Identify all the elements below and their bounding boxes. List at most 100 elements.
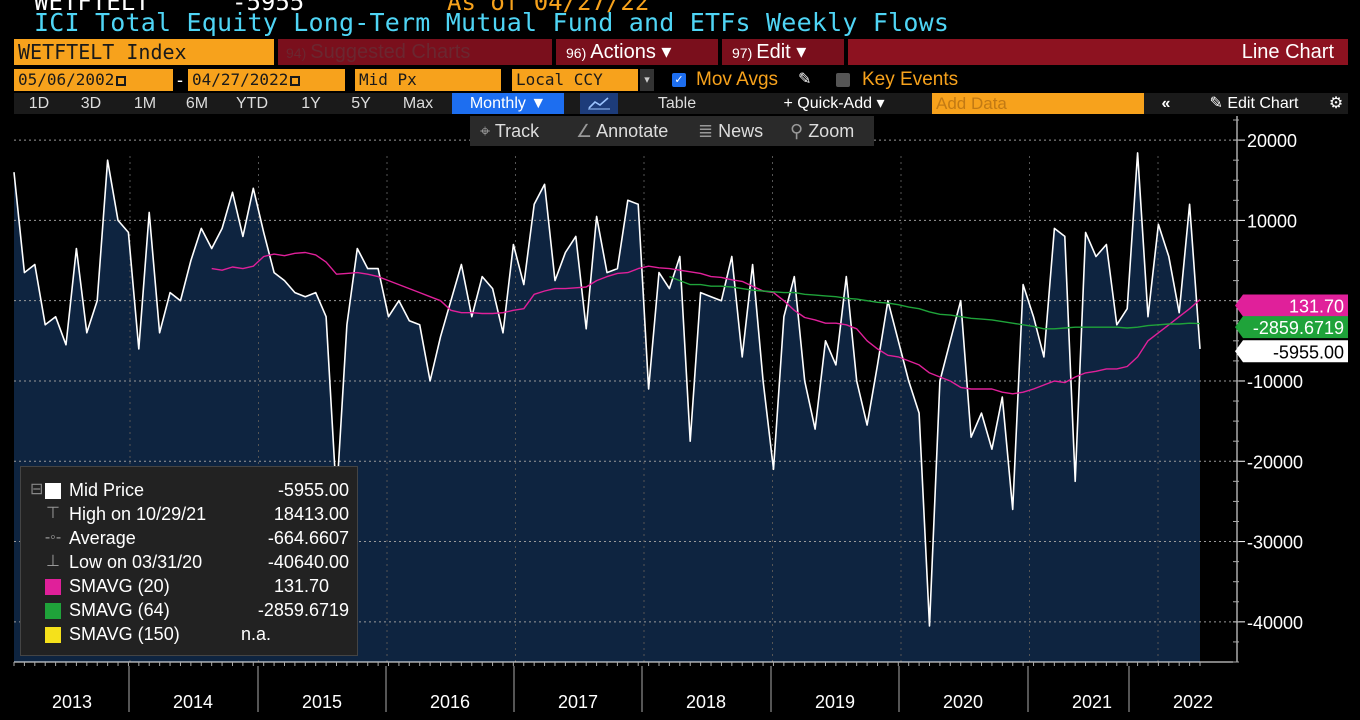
period-5y[interactable]: 5Y [351,95,371,112]
crosshair-icon: ⌖ [480,121,495,141]
legend-row-sma64[interactable]: SMAVG (64) -2859.6719 [21,599,359,623]
news-label: News [718,121,764,141]
suggested-number: 94) [286,45,307,61]
zoom-button[interactable]: ⚲ Zoom [790,116,854,146]
y-tick-label: 20000 [1247,131,1297,151]
annotate-icon: ∠ [576,121,597,141]
legend-name: Average [69,528,136,548]
legend-name: SMAVG (20) [69,576,170,596]
low-marker-icon: ⊥ [46,553,60,570]
news-icon: ≣ [698,121,719,141]
last-value: -5955 [232,0,305,16]
end-date-field[interactable]: 04/27/2022 [188,69,345,91]
x-tick-label: 2017 [558,692,598,712]
tag-sma20-bg [1235,294,1348,317]
swatch-sma150 [45,627,61,643]
legend-name: High on 10/29/21 [69,504,207,524]
price-field-select[interactable]: Mid Px [355,69,501,91]
legend-row-sma20[interactable]: SMAVG (20) 131.70 [21,575,359,599]
legend-row-sma150[interactable]: SMAVG (150) n.a. [21,623,359,647]
calendar-icon[interactable] [290,75,301,86]
page-title: ICI Total Equity Long-Term Mutual Fund a… [34,8,950,37]
legend-value: -2859.6719 [257,600,349,620]
line-chart-icon[interactable] [580,93,618,114]
legend-row-mid-price[interactable]: ⊟ Mid Price -5955.00 [21,479,359,503]
y-tick-label: -10000 [1247,372,1303,392]
high-marker-icon: ⊤ [46,505,60,522]
pencil-icon[interactable]: ✎ [798,71,812,88]
suggested-label: Suggested Charts [310,41,471,63]
mov-avgs-label[interactable]: Mov Avgs [696,69,779,90]
x-tick-label: 2018 [686,692,726,712]
key-events-label[interactable]: Key Events [862,69,959,90]
chart-type-label: Line Chart [848,39,1348,65]
security-field[interactable]: WETFTELT Index [14,39,274,65]
annotate-label: Annotate [596,121,669,141]
command-bar: WETFTELT Index 94) Suggested Charts 96) Ac… [14,39,1348,65]
currency-select[interactable]: Local CCY [512,69,638,91]
x-tick-label: 2022 [1173,692,1213,712]
legend-value: -5955.00 [277,480,349,500]
legend-name: SMAVG (64) [69,600,170,620]
tag-mid-price-bg [1235,340,1348,363]
edit-chart-button[interactable]: ✎ Edit Chart [1186,93,1322,114]
legend-row-average[interactable]: -◦- Average -664.6607 [21,527,359,551]
suggested-charts-button[interactable]: 94) Suggested Charts [278,39,552,65]
x-tick-label: 2016 [430,692,470,712]
mov-avgs-checkbox[interactable]: ✓ [672,73,686,87]
collapse-icon[interactable]: « [1161,95,1171,112]
gear-icon[interactable]: ⚙ [1328,95,1344,112]
period-ytd[interactable]: YTD [236,95,268,112]
calendar-icon[interactable] [116,75,127,86]
annotate-button[interactable]: ∠ Annotate [576,116,668,146]
tag-sma64-bg [1235,316,1348,339]
tag-sma20: 131.70 [1235,294,1348,317]
legend-name: SMAVG (150) [69,624,180,644]
edit-number: 97) [732,45,753,61]
period-6m[interactable]: 6M [185,95,209,112]
legend-row-low[interactable]: ⊥ Low on 03/31/20 -40640.00 [21,551,359,575]
legend-value: n.a. [240,624,271,644]
edit-label: Edit ▾ [756,41,807,63]
swatch-sma20 [45,579,61,595]
period-1y[interactable]: 1Y [301,95,321,112]
edit-chart-label: Edit Chart [1227,95,1299,112]
legend-name: Mid Price [69,480,145,500]
header-ticker-line: WETFTELT -5955 As of 04/27/22 [0,0,1360,16]
x-tick-label: 2013 [52,692,92,712]
legend-row-high[interactable]: ⊤ High on 10/29/21 18413.00 [21,503,359,527]
key-events-checkbox[interactable] [836,73,850,87]
news-button[interactable]: ≣ News [698,116,763,146]
actions-menu-button[interactable]: 96) Actions ▾ [556,39,718,65]
actions-label: Actions ▾ [590,41,672,63]
x-tick-label: 2019 [815,692,855,712]
x-tick-label: 2015 [302,692,342,712]
period-1d[interactable]: 1D [28,95,50,112]
as-of-date: As of 04/27/22 [447,0,650,16]
legend-name: Low on 03/31/20 [69,552,203,572]
track-button[interactable]: ⌖ Track [480,116,539,146]
options-bar: 05/06/2002 - 04/27/2022 Mid Px Local CCY… [14,69,1348,91]
quick-add-button[interactable]: + Quick-Add ▾ [783,95,885,112]
start-date-field[interactable]: 05/06/2002 [14,69,173,91]
sma20-line [211,251,1201,395]
tag-sma64: -2859.6719 [1235,316,1348,339]
period-3d[interactable]: 3D [80,95,102,112]
average-marker-icon: -◦- [44,529,62,546]
period-1m[interactable]: 1M [133,95,157,112]
ticker-short: WETFTELT [34,0,150,16]
x-tick-label: 2020 [943,692,983,712]
edit-menu-button[interactable]: 97) Edit ▾ [722,39,844,65]
currency-dropdown-icon[interactable]: ▾ [640,69,654,91]
add-data-input[interactable]: Add Data [932,93,1144,114]
tag-mid-price-text: -5955.00 [1273,342,1344,362]
period-max[interactable]: Max [402,95,434,112]
collapse-tree-icon[interactable]: ⊟ [30,481,44,498]
frequency-dropdown[interactable]: Monthly ▼ [452,93,564,114]
track-label: Track [494,121,540,141]
legend-value: 131.70 [273,576,329,596]
table-button[interactable]: Table [657,95,697,112]
date-separator: - [177,70,183,90]
chart-toolbar: ⌖ Track ∠ Annotate ≣ News ⚲ Zoom [470,116,874,146]
legend-value: -664.6607 [267,528,349,548]
